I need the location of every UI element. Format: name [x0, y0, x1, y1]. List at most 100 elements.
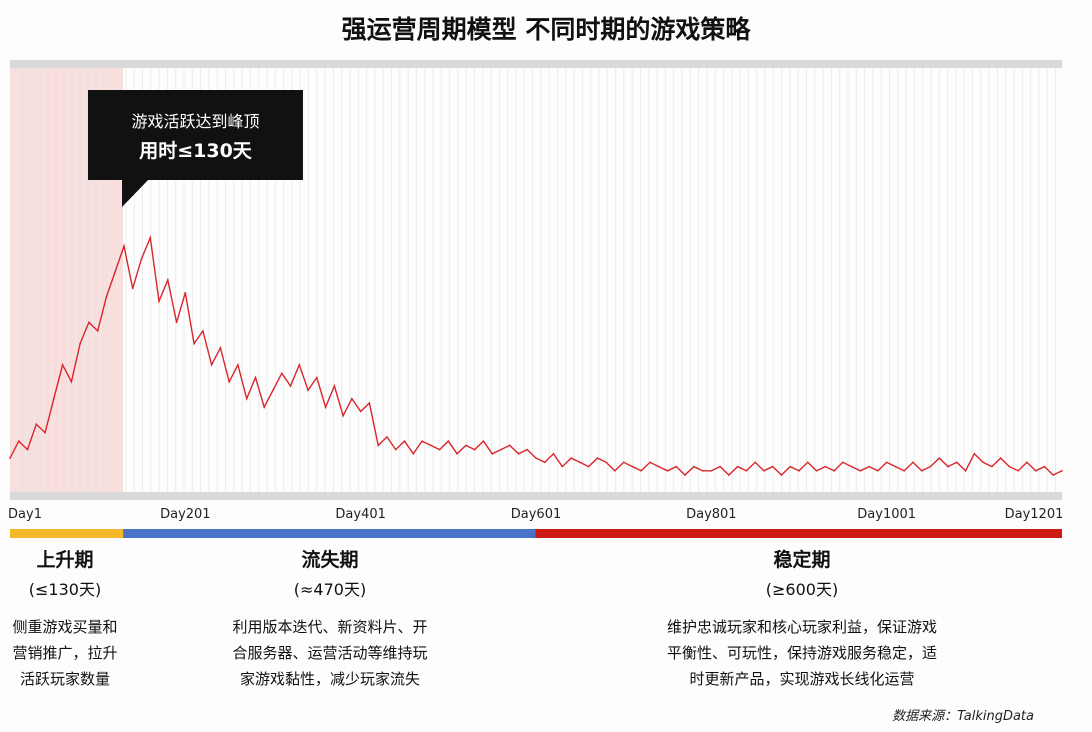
callout-line2: 用时≤130天 — [139, 140, 252, 162]
data-point — [491, 453, 493, 455]
data-point — [26, 448, 29, 451]
data-point — [184, 291, 187, 294]
data-point — [9, 457, 11, 459]
data-point — [131, 287, 134, 290]
data-point — [359, 410, 362, 413]
data-point — [237, 364, 239, 366]
data-point — [254, 376, 257, 379]
data-point — [535, 457, 537, 459]
phase-rise: 上升期 (≤130天) 侧重游戏买量和 营销推广，拉升 活跃玩家数量 — [12, 545, 117, 692]
data-point — [79, 342, 81, 345]
data-point — [640, 470, 642, 472]
data-point — [956, 461, 958, 464]
data-point — [324, 406, 327, 409]
data-point — [614, 470, 616, 472]
data-point — [999, 457, 1002, 459]
phase-name: 流失期 — [301, 549, 359, 571]
data-point — [482, 440, 485, 442]
data-point — [88, 321, 90, 324]
data-point — [693, 465, 695, 468]
data-point — [1017, 470, 1019, 472]
data-point — [394, 448, 397, 451]
data-point — [684, 474, 686, 476]
data-point — [859, 470, 862, 472]
data-point — [543, 461, 546, 464]
data-point — [17, 440, 20, 442]
data-point — [403, 440, 406, 442]
data-point — [780, 474, 783, 476]
data-point — [316, 376, 318, 379]
data-point — [149, 236, 152, 239]
data-point — [1008, 465, 1011, 468]
x-tick-label: Day601 — [510, 507, 562, 522]
data-point — [850, 465, 853, 468]
data-point — [517, 453, 520, 455]
data-point — [991, 465, 993, 468]
x-tick-label: Day201 — [160, 507, 211, 522]
phase-description: 侧重游戏买量和 营销推广，拉升 活跃玩家数量 — [12, 618, 118, 688]
data-point — [219, 347, 222, 349]
data-point — [158, 300, 160, 303]
data-point — [1052, 474, 1055, 476]
data-point — [245, 397, 248, 400]
x-tick-label: Day1201 — [1004, 507, 1064, 522]
data-point — [368, 402, 371, 404]
data-point — [666, 470, 669, 472]
data-point — [912, 461, 914, 464]
data-point — [938, 457, 941, 459]
data-point — [123, 245, 125, 247]
data-point — [386, 436, 388, 438]
data-point — [736, 465, 739, 468]
data-point — [61, 364, 64, 366]
data-point — [719, 465, 721, 468]
data-point — [806, 461, 809, 464]
data-point — [798, 470, 800, 472]
data-point — [631, 465, 634, 468]
data-point — [44, 431, 46, 434]
data-point — [465, 444, 467, 447]
data-point — [1061, 470, 1063, 472]
data-point — [473, 448, 476, 451]
data-point — [929, 465, 932, 468]
phase-duration: (≈470天) — [293, 580, 367, 599]
data-point — [114, 270, 116, 273]
data-point — [771, 465, 774, 468]
data-point — [728, 474, 730, 476]
data-point — [298, 364, 301, 366]
data-point — [167, 279, 169, 281]
data-point — [175, 321, 178, 324]
data-point — [53, 397, 55, 400]
phase-description: 维护忠诚玩家和核心玩家利益，保证游戏 平衡性、可玩性，保持游戏服务稳定，适 时更… — [666, 618, 938, 688]
top-frame-bar — [10, 60, 1062, 68]
data-point — [456, 453, 458, 455]
data-point — [815, 470, 818, 472]
data-point — [105, 296, 108, 298]
data-point — [438, 448, 441, 451]
data-point — [561, 465, 564, 468]
data-point — [447, 440, 450, 442]
data-point — [920, 470, 923, 472]
data-point — [701, 470, 704, 472]
data-point — [272, 389, 274, 392]
data-point — [754, 461, 756, 464]
data-point — [894, 465, 897, 468]
bottom-frame-bar — [10, 492, 1062, 500]
data-point — [35, 423, 38, 425]
x-tick-label: Day801 — [686, 507, 737, 522]
phase-bar — [10, 529, 124, 538]
data-point — [570, 457, 572, 459]
data-point — [596, 457, 599, 459]
data-point — [70, 380, 73, 383]
data-point — [763, 470, 765, 472]
data-point — [210, 364, 213, 366]
peak-callout: 游戏活跃达到峰顶 用时≤130天 — [88, 90, 303, 180]
data-point — [289, 385, 292, 387]
data-point — [351, 397, 353, 400]
data-point — [508, 444, 511, 447]
callout-line1: 游戏活跃达到峰顶 — [131, 112, 260, 131]
data-point — [140, 258, 143, 260]
phase-bar — [123, 529, 536, 538]
data-point — [280, 372, 283, 375]
x-tick-label: Day1001 — [857, 507, 917, 522]
data-source: 数据来源：TalkingData — [892, 709, 1034, 724]
